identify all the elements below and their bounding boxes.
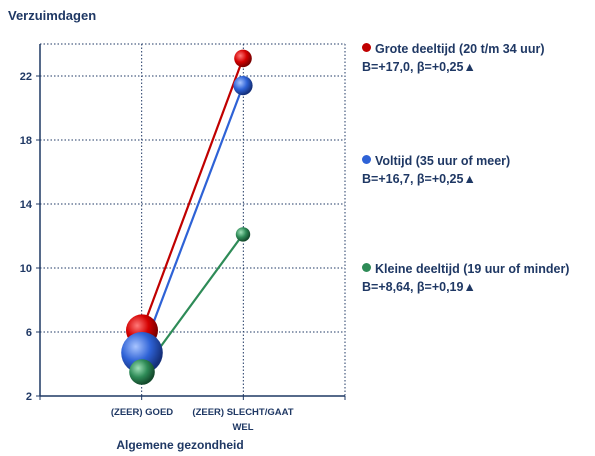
data-point [121,332,163,374]
legend-swatch [362,155,371,164]
series-points [121,49,253,385]
x-tick-label: (ZEER) SLECHT/GAAT WEL [192,407,293,433]
x-axis-label: Algemene gezondheid [116,438,244,452]
legend-item-voltijd: Voltijd (35 uur of meer) B=+16,7, β=+0,2… [362,152,510,188]
legend-stat: B=+17,0, β=+0,25▲ [362,60,476,74]
series-line [140,58,245,331]
data-point [234,49,252,68]
y-tick-label: 22 [20,71,32,83]
data-point [129,359,155,385]
y-tick-label: 18 [20,135,32,147]
legend-stat: B=+8,64, β=+0,19▲ [362,280,476,294]
axes [36,44,346,400]
legend-swatch [362,263,371,272]
series-line [140,85,245,354]
y-axis-label: Verzuimdagen [8,8,97,23]
y-tick-label: 10 [20,263,32,275]
series-lines [140,58,245,373]
legend-stat: B=+16,7, β=+0,25▲ [362,172,476,186]
y-tick-label: 14 [20,199,33,211]
data-point [233,76,253,96]
legend-item-kleine-deeltijd: Kleine deeltijd (19 uur of minder) B=+8,… [362,260,569,296]
legend-item-grote-deeltijd: Grote deeltijd (20 t/m 34 uur) B=+17,0, … [362,40,544,76]
y-tick-labels: 2 6 10 14 18 22 [20,71,33,403]
legend-label: Grote deeltijd (20 t/m 34 uur) [375,42,545,56]
legend-label: Voltijd (35 uur of meer) [375,154,511,168]
y-tick-label: 2 [26,391,32,403]
legend-swatch [362,43,371,52]
x-tick-label: (ZEER) GOED [111,407,173,418]
x-tick-labels: (ZEER) GOED (ZEER) SLECHT/GAAT WEL [111,407,294,433]
y-tick-label: 6 [26,327,32,339]
grid-lines [40,43,346,396]
legend-label: Kleine deeltijd (19 uur of minder) [375,262,570,276]
data-point [235,227,251,242]
